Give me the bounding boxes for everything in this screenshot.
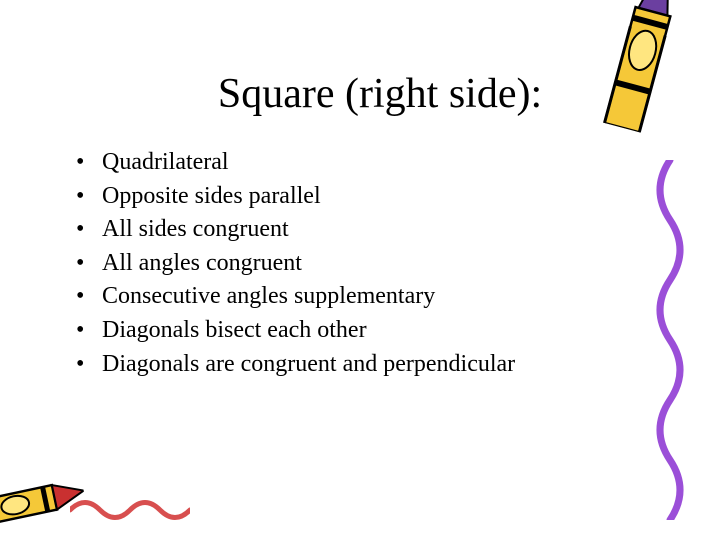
slide-title: Square (right side): <box>100 70 660 118</box>
bullet-item: Consecutive angles supplementary <box>72 280 660 314</box>
bullet-item: Opposite sides parallel <box>72 180 660 214</box>
bullet-item: All angles congruent <box>72 247 660 281</box>
bullet-item: All sides congruent <box>72 213 660 247</box>
crayon-top-icon <box>593 0 687 135</box>
bullet-item: Quadrilateral <box>72 146 660 180</box>
bullet-item: Diagonals are congruent and perpendicula… <box>72 348 660 382</box>
bullet-list: Quadrilateral Opposite sides parallel Al… <box>60 146 660 381</box>
slide-container: Square (right side): Quadrilateral Oppos… <box>0 0 720 540</box>
bullet-item: Diagonals bisect each other <box>72 314 660 348</box>
squiggle-bottom-icon <box>70 495 190 530</box>
